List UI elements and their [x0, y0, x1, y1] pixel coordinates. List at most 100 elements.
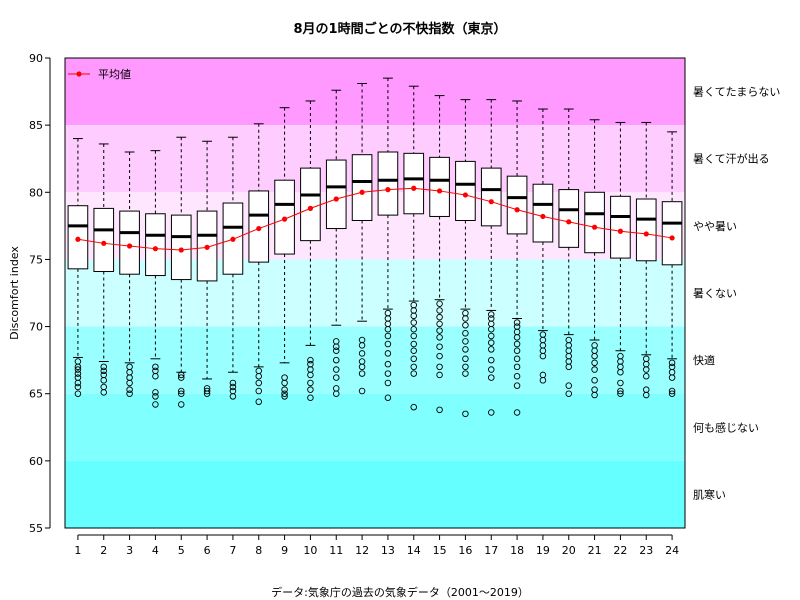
y-axis-label: Discomfort index [8, 246, 21, 340]
outlier-point [307, 379, 314, 387]
x-tick-label: 14 [407, 544, 421, 557]
box-iqr [635, 198, 657, 262]
outlier-point [229, 379, 237, 387]
mean-point [591, 224, 598, 230]
outlier-point [152, 389, 159, 396]
box-hour-19 [532, 108, 554, 384]
zone-label: 暑くない [693, 287, 737, 300]
zone-label: 肌寒い [693, 487, 726, 501]
zone-label: 暑くてたまらない [693, 86, 780, 99]
outlier-point [410, 340, 418, 348]
outlier-point [358, 363, 366, 371]
x-tick-label: 8 [255, 544, 262, 557]
mean-point [126, 243, 133, 249]
zone-label: 暑くて汗が出る [693, 152, 770, 166]
zone-band [65, 259, 685, 327]
outlier-point [643, 373, 650, 380]
outlier-point [617, 368, 624, 376]
mean-point [514, 207, 520, 213]
outlier-point [488, 332, 495, 340]
outlier-point [513, 334, 521, 341]
mean-point [411, 185, 417, 191]
box-hour-2 [93, 143, 115, 396]
outlier-point [488, 409, 495, 416]
box-hour-14 [403, 85, 425, 411]
outlier-point [203, 390, 211, 397]
outlier-point [307, 356, 314, 364]
outlier-point [488, 346, 495, 353]
legend: 平均値 [68, 68, 131, 81]
x-tick-label: 10 [303, 544, 317, 557]
x-tick-label: 21 [588, 544, 602, 557]
mean-point [540, 213, 546, 220]
outlier-point [384, 340, 392, 348]
mean-point [307, 205, 314, 211]
outlier-point [410, 319, 418, 326]
outlier-point [591, 366, 598, 373]
outlier-point [384, 370, 392, 377]
outlier-point [668, 390, 676, 397]
outlier-point [513, 363, 521, 371]
outlier-point [100, 367, 107, 375]
outlier-point [513, 340, 521, 348]
mean-point [256, 225, 262, 232]
mean-point [204, 244, 210, 250]
outlier-point [126, 379, 133, 387]
outlier-point [152, 393, 159, 400]
outlier-point [74, 363, 82, 371]
mean-point [436, 188, 443, 194]
x-tick-label: 17 [484, 544, 498, 557]
mean-point [178, 247, 184, 253]
outlier-point [74, 383, 82, 391]
outlier-point [462, 363, 469, 371]
outlier-point [668, 374, 676, 381]
outlier-point [565, 390, 573, 397]
outlier-point [462, 338, 469, 345]
outlier-point [513, 409, 521, 416]
outlier-point [643, 366, 650, 373]
outlier-point [436, 343, 443, 350]
outlier-point [384, 379, 392, 387]
outlier-point [74, 379, 82, 387]
y-axis: 55 60 65 70 75 80 85 90 [29, 52, 51, 535]
y-tick-label: 65 [29, 388, 43, 401]
x-tick-label: 7 [229, 544, 236, 557]
box-iqr [661, 201, 683, 266]
outlier-point [591, 377, 598, 384]
x-tick-label: 13 [381, 544, 395, 557]
outlier-point [203, 387, 211, 395]
box-iqr [119, 210, 140, 275]
outlier-point [539, 377, 547, 384]
outlier-point [410, 347, 418, 354]
box-hour-24 [661, 131, 683, 397]
outlier-point [617, 379, 624, 387]
zone-band [65, 326, 685, 394]
outlier-point [281, 386, 288, 393]
outlier-point [281, 393, 288, 400]
zone-band [65, 460, 685, 528]
outlier-point [126, 390, 133, 397]
outlier-point [177, 401, 185, 408]
outlier-point [462, 355, 469, 363]
outlier-point [436, 363, 443, 371]
x-tick-label: 4 [152, 544, 159, 557]
outlier-point [488, 374, 495, 381]
outlier-point [488, 339, 495, 346]
outlier-point [436, 334, 443, 341]
outlier-point [436, 406, 443, 414]
mean-point [462, 192, 469, 198]
mean-point [281, 216, 288, 222]
x-tick-label: 15 [433, 544, 447, 557]
outlier-point [358, 342, 366, 349]
box-iqr [377, 151, 399, 216]
mean-point [152, 246, 159, 252]
zone-band [65, 393, 685, 461]
box-iqr [429, 156, 450, 217]
outlier-point [177, 390, 185, 397]
zone-band [65, 125, 685, 193]
box-hour-21 [584, 119, 605, 399]
outlier-point [513, 373, 521, 380]
x-axis: 1 2 3 4 5 6 7 8 9 10 11 12 13 14 15 16 17 18 19 20 21 22 23 24 [74, 534, 679, 557]
outlier-point [668, 359, 676, 367]
